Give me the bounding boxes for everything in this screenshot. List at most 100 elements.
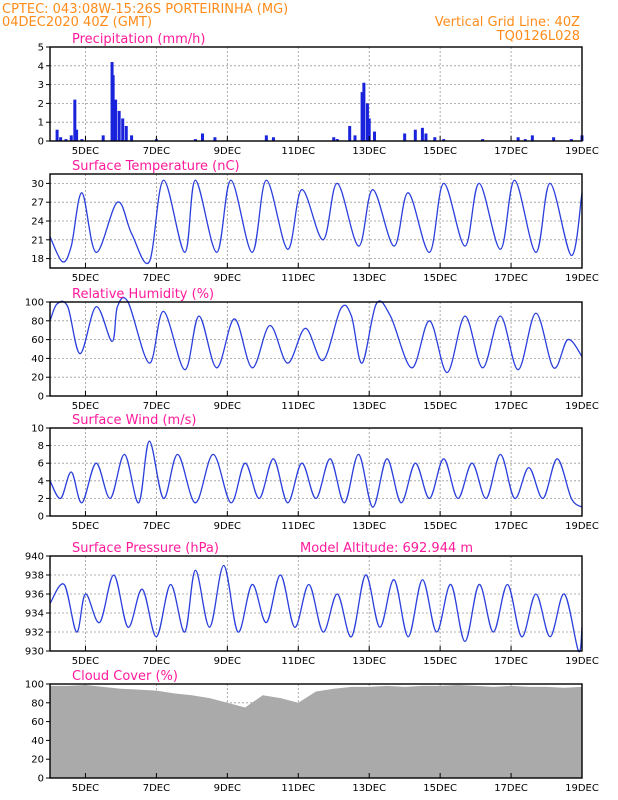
x-tick-label: 17DEC: [494, 273, 528, 284]
x-tick-label: 7DEC: [143, 401, 170, 412]
x-tick-label: 9DEC: [214, 273, 241, 284]
panel-title: Surface Temperature (nC): [72, 159, 240, 174]
precip-bar: [373, 131, 377, 141]
precip-bar: [403, 133, 407, 141]
x-tick-label: 13DEC: [352, 656, 386, 667]
precip-bar: [124, 125, 128, 141]
x-tick-label: 15DEC: [423, 401, 457, 412]
precip-bar: [271, 137, 275, 141]
y-tick-label: 10: [31, 424, 44, 435]
header-location: CPTEC: 043:08W-15:26S PORTEIRINHA (MG): [2, 2, 288, 17]
y-tick-label: 6: [38, 459, 44, 470]
y-tick-label: 60: [31, 335, 44, 346]
y-tick-label: 0: [38, 392, 44, 403]
precip-bar: [353, 135, 357, 141]
y-tick-label: 3: [38, 80, 44, 91]
panel-title: Surface Wind (m/s): [72, 413, 196, 428]
x-tick-label: 9DEC: [214, 783, 241, 794]
header-gridline-note: Vertical Grid Line: 40Z: [435, 15, 580, 30]
series-line: [49, 440, 583, 508]
header-model: TQ0126L028: [496, 29, 580, 44]
x-tick-label: 5DEC: [72, 146, 99, 157]
panel-frame: [49, 427, 583, 517]
precip-bar: [362, 82, 366, 141]
x-tick-label: 19DEC: [565, 521, 599, 532]
y-tick-label: 5: [38, 43, 44, 54]
x-tick-label: 13DEC: [352, 401, 386, 412]
y-tick-label: 40: [31, 354, 44, 365]
y-tick-label: 80: [31, 698, 44, 709]
precip-bar: [569, 139, 573, 141]
precip-bar: [264, 135, 268, 141]
precip-bar: [64, 139, 68, 141]
panel-6: 0 20 40 60 80 100 5DEC 7DEC 9DEC 11DEC 13DEC 15DEC 1…: [25, 669, 599, 794]
precip-bar: [424, 133, 428, 141]
series-line: [49, 564, 583, 653]
x-tick-label: 9DEC: [214, 656, 241, 667]
y-tick-label: 930: [25, 647, 44, 658]
y-tick-label: 20: [31, 373, 44, 384]
x-tick-label: 7DEC: [143, 521, 170, 532]
x-tick-label: 11DEC: [281, 146, 315, 157]
x-tick-label: 5DEC: [72, 521, 99, 532]
precip-bar: [332, 137, 336, 141]
y-tick-label: 18: [31, 254, 44, 265]
precip-bar: [201, 133, 205, 141]
y-tick-label: 0: [38, 137, 44, 148]
y-tick-label: 0: [38, 774, 44, 785]
x-tick-label: 19DEC: [565, 656, 599, 667]
x-tick-label: 11DEC: [281, 273, 315, 284]
y-tick-label: 938: [25, 571, 44, 582]
precip-bar: [101, 135, 105, 141]
panel-1: 0 1 2 3 4 5 5DEC 7DEC 9DEC 11DEC 13DEC 15DEC 17DEC 19…: [38, 32, 599, 157]
precip-bar: [130, 135, 134, 141]
precip-bar: [420, 127, 424, 141]
precip-bar: [367, 118, 371, 141]
y-tick-label: 100: [25, 680, 44, 691]
precip-bar: [481, 139, 485, 141]
precip-bar: [335, 139, 339, 141]
precip-bar: [114, 99, 118, 141]
precip-bar: [213, 137, 217, 141]
x-tick-label: 17DEC: [494, 521, 528, 532]
y-tick-label: 20: [31, 755, 44, 766]
y-tick-label: 21: [31, 235, 44, 246]
x-tick-label: 11DEC: [281, 656, 315, 667]
x-tick-label: 15DEC: [423, 146, 457, 157]
precip-bar: [530, 135, 534, 141]
y-tick-label: 4: [38, 61, 44, 72]
x-tick-label: 17DEC: [494, 146, 528, 157]
precip-bar: [523, 139, 527, 141]
precip-bar: [121, 118, 125, 141]
x-tick-label: 13DEC: [352, 783, 386, 794]
x-tick-label: 13DEC: [352, 521, 386, 532]
panel-title: Cloud Cover (%): [72, 669, 178, 684]
x-tick-label: 5DEC: [72, 273, 99, 284]
precip-bar: [111, 75, 115, 141]
y-tick-label: 40: [31, 736, 44, 747]
x-tick-label: 19DEC: [565, 146, 599, 157]
y-tick-label: 4: [38, 476, 44, 487]
precip-bar: [193, 139, 197, 141]
panel-title: Precipitation (mm/h): [72, 32, 205, 47]
y-tick-label: 60: [31, 717, 44, 728]
series-line: [49, 179, 583, 265]
x-tick-label: 15DEC: [423, 656, 457, 667]
y-tick-label: 100: [25, 298, 44, 309]
x-tick-label: 7DEC: [143, 146, 170, 157]
x-tick-label: 19DEC: [565, 783, 599, 794]
precip-bar: [80, 139, 84, 141]
precip-bar: [413, 129, 417, 141]
panel-title: Surface Pressure (hPa): [72, 541, 219, 556]
precip-bar: [59, 137, 63, 141]
precip-bar: [73, 99, 77, 141]
y-tick-label: 27: [31, 198, 44, 209]
x-tick-label: 7DEC: [143, 656, 170, 667]
x-tick-label: 5DEC: [72, 401, 99, 412]
precip-bar: [117, 110, 121, 141]
precip-bar: [516, 137, 520, 141]
series-line: [49, 296, 583, 374]
y-tick-label: 8: [38, 441, 44, 452]
